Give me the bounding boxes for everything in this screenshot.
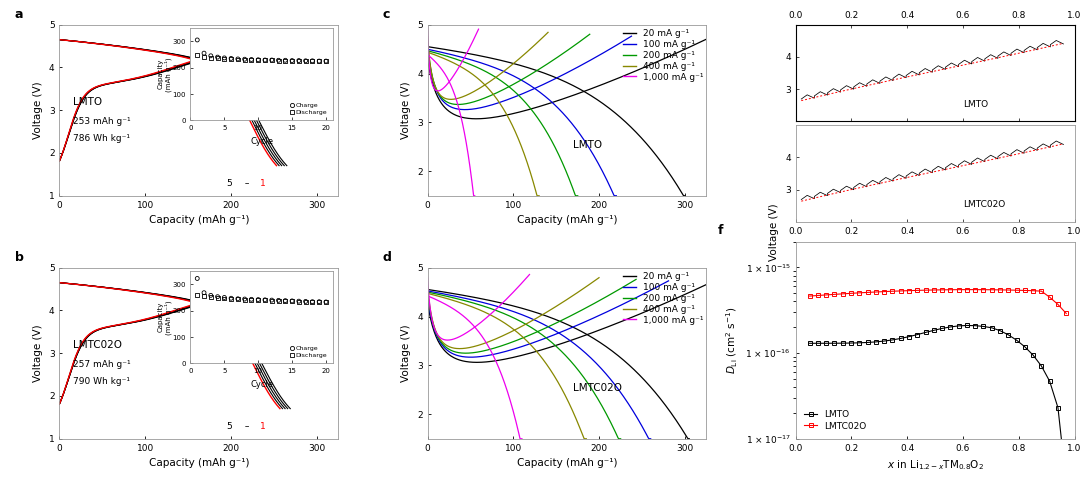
Text: c: c: [383, 8, 390, 21]
Y-axis label: $D_\mathrm{Li}$ (cm$^2$ s$^{-1}$): $D_\mathrm{Li}$ (cm$^2$ s$^{-1}$): [725, 307, 740, 374]
Text: d: d: [383, 251, 392, 264]
Text: LMTO: LMTO: [963, 100, 988, 109]
Text: LMTC02O: LMTC02O: [73, 340, 122, 350]
Legend: 20 mA g⁻¹, 100 mA g⁻¹, 200 mA g⁻¹, 400 mA g⁻¹, 1,000 mA g⁻¹: 20 mA g⁻¹, 100 mA g⁻¹, 200 mA g⁻¹, 400 m…: [619, 269, 707, 328]
Text: LMTC02O: LMTC02O: [572, 383, 622, 393]
X-axis label: Capacity (mAh g⁻¹): Capacity (mAh g⁻¹): [149, 215, 249, 225]
Y-axis label: Voltage (V): Voltage (V): [33, 81, 43, 139]
Text: LMTC02O: LMTC02O: [963, 200, 1005, 210]
Text: Voltage (V): Voltage (V): [769, 203, 780, 260]
Text: 786 Wh kg⁻¹: 786 Wh kg⁻¹: [73, 134, 131, 143]
Text: 790 Wh kg⁻¹: 790 Wh kg⁻¹: [73, 377, 131, 386]
Text: 1: 1: [260, 178, 266, 187]
Text: f: f: [717, 224, 724, 237]
Text: 257 mAh g⁻¹: 257 mAh g⁻¹: [73, 360, 131, 369]
Text: –: –: [242, 178, 253, 187]
Text: LMTO: LMTO: [572, 140, 602, 150]
X-axis label: $x$ in Li$_{1.2-x}$TM$_{0.8}$O$_2$: $x$ in Li$_{1.2-x}$TM$_{0.8}$O$_2$: [887, 241, 984, 255]
X-axis label: Capacity (mAh g⁻¹): Capacity (mAh g⁻¹): [516, 458, 618, 468]
Text: 253 mAh g⁻¹: 253 mAh g⁻¹: [73, 117, 131, 126]
Text: 5: 5: [227, 178, 232, 187]
Text: b: b: [15, 251, 24, 264]
Y-axis label: Voltage (V): Voltage (V): [33, 324, 43, 382]
Y-axis label: Voltage (V): Voltage (V): [402, 81, 411, 139]
Text: 5: 5: [227, 422, 232, 430]
Text: –: –: [242, 422, 253, 430]
Text: 1: 1: [260, 422, 266, 430]
X-axis label: $x$ in Li$_{1.2-x}$TM$_{0.8}$O$_2$: $x$ in Li$_{1.2-x}$TM$_{0.8}$O$_2$: [887, 458, 984, 472]
Text: LMTO: LMTO: [73, 97, 103, 107]
Legend: LMTO, LMTC02O: LMTO, LMTC02O: [800, 406, 870, 434]
Legend: 20 mA g⁻¹, 100 mA g⁻¹, 200 mA g⁻¹, 400 mA g⁻¹, 1,000 mA g⁻¹: 20 mA g⁻¹, 100 mA g⁻¹, 200 mA g⁻¹, 400 m…: [619, 26, 707, 85]
X-axis label: Capacity (mAh g⁻¹): Capacity (mAh g⁻¹): [516, 215, 618, 225]
Y-axis label: Voltage (V): Voltage (V): [402, 324, 411, 382]
X-axis label: Capacity (mAh g⁻¹): Capacity (mAh g⁻¹): [149, 458, 249, 468]
Text: a: a: [15, 8, 24, 21]
